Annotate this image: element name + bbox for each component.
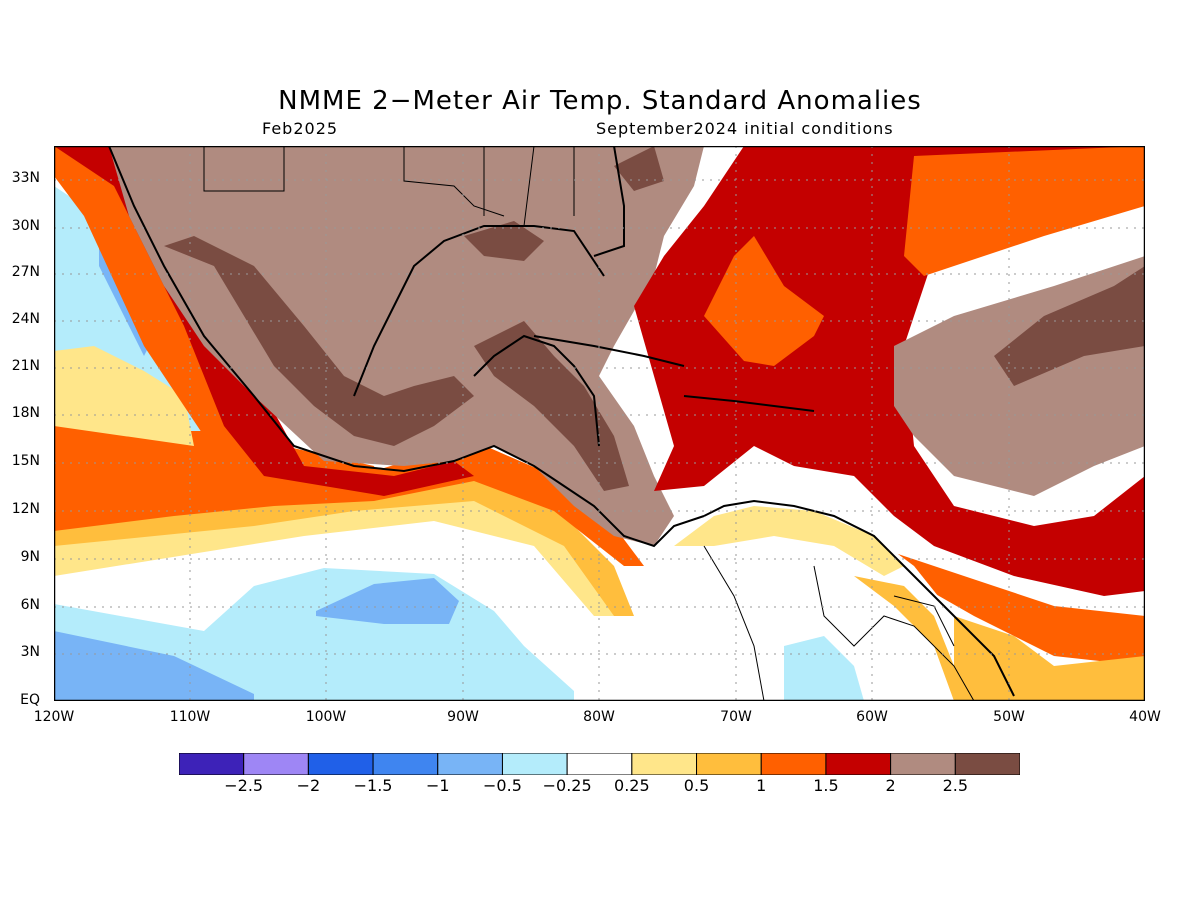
colorbar-swatch	[372, 753, 439, 775]
anomaly-region-pacific-blue	[54, 631, 254, 701]
colorbar-swatch	[501, 753, 568, 775]
lon-label-80w: 80W	[583, 709, 615, 725]
colorbar-swatch	[825, 753, 892, 775]
colorbar-label: −1.5	[353, 776, 393, 795]
anomaly-region-atlantic-orange-central	[704, 236, 824, 366]
colorbar-label: 0.5	[683, 776, 710, 795]
lon-label-90w: 90W	[447, 709, 479, 725]
colorbar-label: −2	[296, 776, 321, 795]
lat-label-6n: 6N	[20, 597, 40, 613]
anomaly-region-atlantic-darkbrown	[614, 146, 664, 191]
colorbar-label: 1	[756, 776, 767, 795]
anomaly-region-atlantic-orange-north	[904, 146, 1145, 276]
colorbar-swatch	[307, 753, 374, 775]
colorbar-label: 1.5	[813, 776, 839, 795]
borders	[203, 146, 975, 701]
lon-label-50w: 50W	[993, 709, 1025, 725]
anomaly-region-coast-orange	[54, 146, 384, 491]
colorbar-swatch	[760, 753, 827, 775]
anomaly-region-south-america-yellow	[674, 506, 904, 576]
colorbar-label: −0.5	[483, 776, 522, 795]
colorbar-label: −0.25	[542, 776, 592, 795]
graticule	[54, 146, 1145, 701]
anomaly-region-pacific-west-yellow	[54, 346, 194, 446]
colorbar-label: 2	[885, 776, 896, 795]
colorbar	[179, 753, 1020, 775]
anomaly-region-pacific-yellow	[54, 481, 614, 616]
anomaly-region-mexico-darkbrown	[164, 236, 474, 446]
colorbar-swatch	[890, 753, 956, 775]
lat-label-eq: EQ	[20, 692, 40, 708]
lon-label-100w: 100W	[305, 709, 347, 725]
colorbar-swatch	[631, 753, 698, 775]
colorbar-label: 2.5	[942, 776, 969, 795]
colorbar-swatch	[566, 753, 633, 775]
lat-label-18n: 18N	[11, 405, 40, 421]
lat-label-30n: 30N	[11, 218, 40, 234]
colorbar-label: −2.5	[224, 776, 264, 795]
anomaly-region-mexico-usa	[109, 146, 704, 546]
lon-label-70w: 70W	[720, 709, 752, 725]
colorbar-swatch	[179, 753, 245, 775]
lat-label-15n: 15N	[11, 453, 40, 469]
anomaly-region-amazon-cold	[784, 636, 864, 701]
colorbar-label: 0.25	[614, 776, 650, 795]
anomaly-map	[54, 146, 1145, 701]
anomaly-region-atlantic-darkbrown-east	[994, 266, 1145, 386]
lon-label-120w: 120W	[33, 709, 75, 725]
map-frame	[54, 146, 1145, 701]
map-title: NMME 2−Meter Air Temp. Standard Anomalie…	[278, 86, 922, 116]
colorbar-swatch	[696, 753, 762, 775]
colorbar-swatch	[437, 753, 503, 775]
lat-label-33n: 33N	[11, 170, 40, 186]
anomaly-region-south-atlantic-orange	[874, 546, 1145, 666]
lat-label-9n: 9N	[20, 549, 40, 565]
lat-label-3n: 3N	[20, 644, 40, 660]
lat-label-21n: 21N	[11, 358, 40, 374]
colorbar-swatch	[243, 753, 309, 775]
lon-label-110w: 110W	[169, 709, 211, 725]
lon-label-60w: 60W	[856, 709, 888, 725]
anomaly-region-gulf-darkbrown	[464, 221, 544, 261]
initial-conditions: September2024 initial conditions	[596, 119, 894, 138]
anomaly-region-south-atlantic-gold	[954, 616, 1145, 701]
anomaly-region-south-america-gold	[854, 576, 984, 701]
coastlines	[108, 146, 1015, 697]
anomaly-region-yucatan-darkbrown	[474, 321, 629, 491]
colorbar-swatch	[954, 753, 1020, 775]
colorbar-label: −1	[425, 776, 450, 795]
lat-label-27n: 27N	[11, 264, 40, 280]
anomaly-region-pacific-blue-2	[316, 578, 459, 624]
lon-label-40w: 40W	[1129, 709, 1161, 725]
forecast-month: Feb2025	[262, 119, 339, 138]
lat-label-12n: 12N	[11, 501, 40, 517]
lat-label-24n: 24N	[11, 311, 40, 327]
